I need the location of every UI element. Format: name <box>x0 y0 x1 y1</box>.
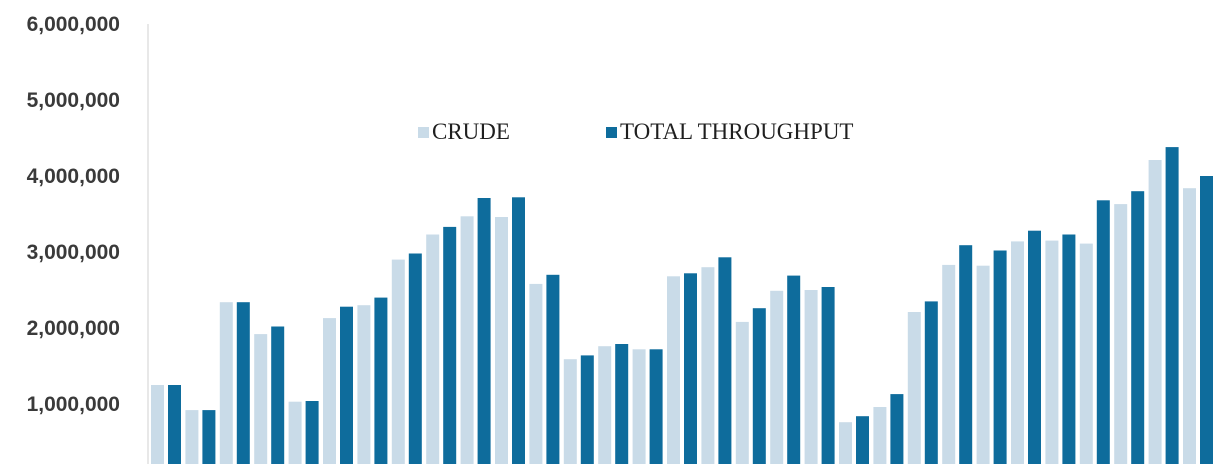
bar-total-throughput <box>408 253 422 464</box>
bar-crude <box>151 385 164 464</box>
bar-total-throughput <box>168 385 181 464</box>
bar-crude <box>1011 241 1024 464</box>
bar-total-throughput <box>993 250 1007 464</box>
y-tick-label: 5,000,000 <box>27 89 120 112</box>
legend-label-crude: CRUDE <box>432 119 510 144</box>
bar-total-throughput <box>546 274 560 464</box>
bar-total-throughput <box>1062 234 1076 464</box>
bar-total-throughput <box>305 401 319 464</box>
bar-total-throughput <box>821 287 835 464</box>
bar-total-throughput <box>271 326 285 464</box>
bar-total-throughput <box>202 410 216 464</box>
bar-total-throughput <box>752 308 766 464</box>
bar-total-throughput <box>580 355 594 464</box>
bar-total-throughput <box>443 226 457 464</box>
bar-crude <box>185 410 199 464</box>
bar-crude <box>804 290 818 464</box>
bar-total-throughput <box>615 344 629 464</box>
bar-crude <box>1148 160 1162 464</box>
bar-crude <box>770 290 784 464</box>
bar-total-throughput <box>890 394 904 464</box>
bar-crude <box>426 234 440 464</box>
bar-crude <box>460 216 474 464</box>
bar-total-throughput <box>649 349 663 464</box>
bar-total-throughput <box>1165 147 1179 464</box>
bar-total-throughput <box>787 275 801 464</box>
bar-crude <box>976 265 990 464</box>
bar-crude <box>254 334 268 464</box>
bar-crude <box>632 349 646 464</box>
y-tick-label: 1,000,000 <box>27 393 120 416</box>
y-axis: 1,000,000 2,000,000 3,000,000 4,000,000 5,00… <box>27 13 149 464</box>
bar-crude <box>563 359 577 464</box>
bar-crude <box>529 283 543 464</box>
bar-crude <box>942 264 956 464</box>
bar-total-throughput <box>374 297 388 464</box>
bar-total-throughput <box>1200 176 1213 464</box>
bar-crude <box>323 318 336 464</box>
bar-crude <box>391 259 405 464</box>
legend: CRUDE TOTAL THROUGHPUT <box>418 119 853 144</box>
bar-crude <box>495 217 508 464</box>
bar-total-throughput <box>1096 200 1110 464</box>
bar-total-throughput <box>924 301 938 464</box>
bar-total-throughput <box>684 273 697 464</box>
y-tick-label: 4,000,000 <box>27 165 120 188</box>
bar-crude <box>873 407 887 464</box>
bar-crude <box>1114 204 1128 464</box>
legend-label-total-throughput: TOTAL THROUGHPUT <box>620 119 853 144</box>
bars <box>151 147 1213 464</box>
bar-crude <box>735 321 749 464</box>
bar-crude <box>701 267 715 464</box>
bar-total-throughput <box>512 197 525 464</box>
bar-total-throughput <box>340 306 353 464</box>
bar-crude <box>219 302 233 464</box>
legend-swatch-crude <box>418 127 429 138</box>
bar-total-throughput <box>959 245 973 464</box>
y-tick-label: 3,000,000 <box>27 241 120 264</box>
bar-total-throughput <box>236 302 250 464</box>
bar-crude <box>839 422 852 464</box>
bar-crude <box>1045 240 1059 464</box>
bar-crude <box>598 346 612 464</box>
y-tick-label: 6,000,000 <box>27 13 120 36</box>
bar-crude <box>1183 188 1196 464</box>
bar-crude <box>667 276 680 464</box>
bar-crude <box>1079 243 1093 464</box>
bar-total-throughput <box>477 198 491 464</box>
bar-total-throughput <box>718 257 732 464</box>
bar-crude <box>907 312 921 464</box>
y-tick-label: 2,000,000 <box>27 317 120 340</box>
bar-total-throughput <box>1131 191 1145 464</box>
bar-total-throughput <box>856 416 869 464</box>
bar-total-throughput <box>1028 230 1041 464</box>
bar-crude <box>357 305 371 464</box>
legend-swatch-total-throughput <box>606 127 617 138</box>
bar-crude <box>288 401 302 464</box>
